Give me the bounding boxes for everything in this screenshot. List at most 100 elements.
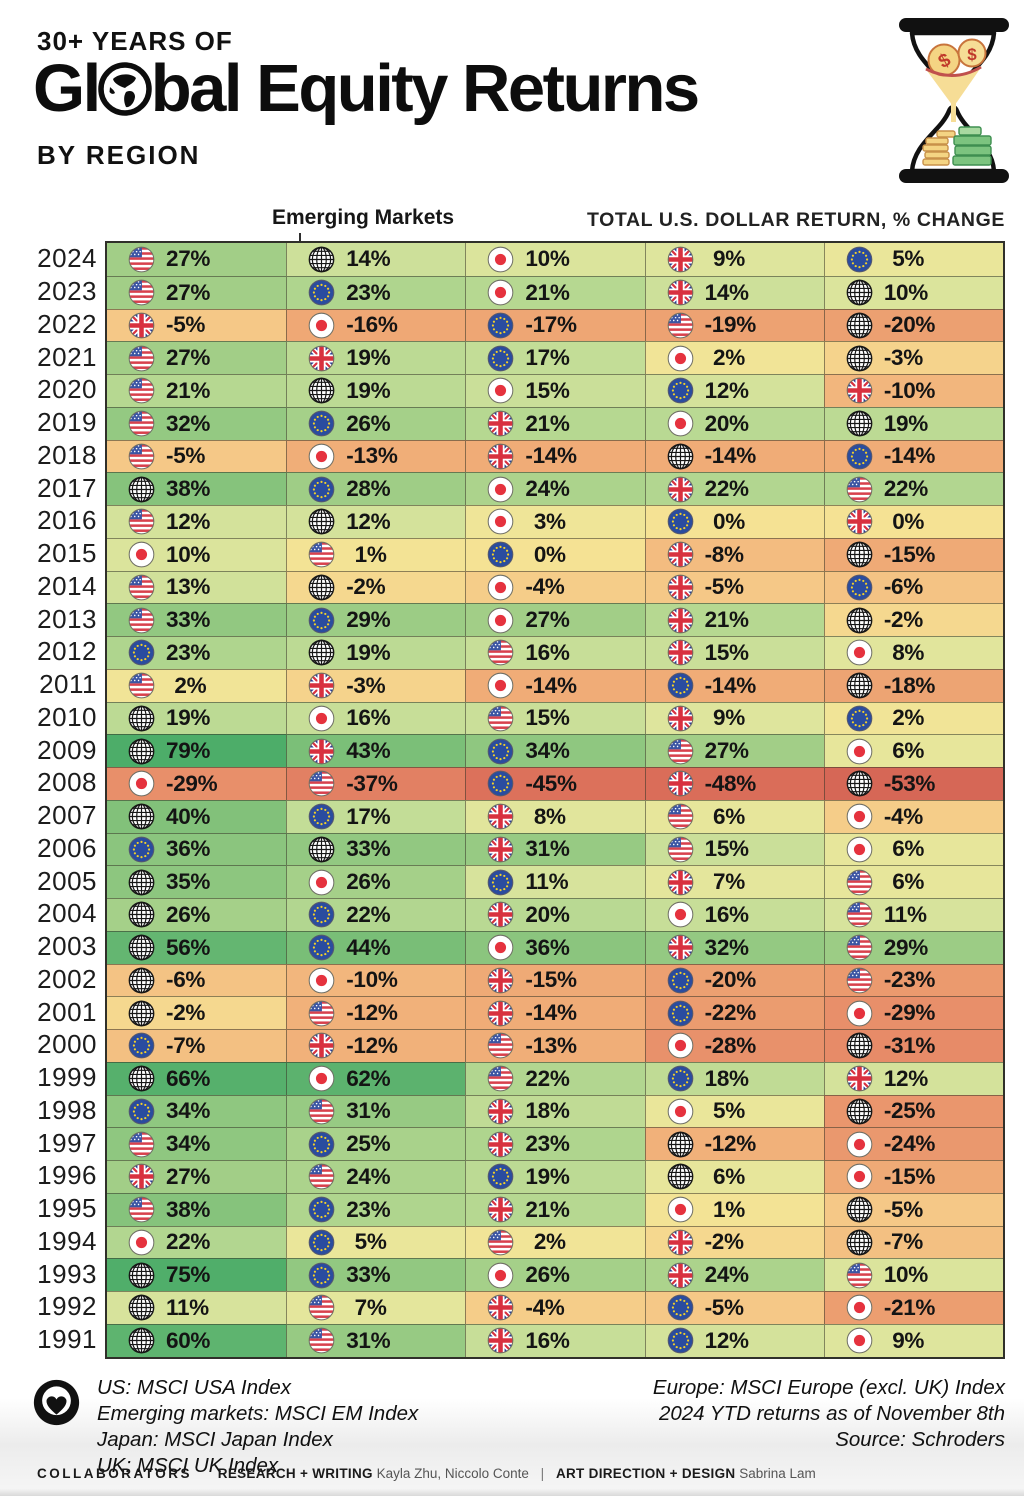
return-cell-em: -25% [823,1094,1004,1128]
return-value: -5% [166,312,206,338]
japan-flag-icon [308,1065,335,1092]
year-label: 2001 [37,996,97,1027]
return-value: 21% [525,279,570,305]
footer-background [0,1398,1024,1496]
return-value: 12% [704,377,749,403]
return-value: 31% [525,836,570,862]
us-flag-icon [128,246,155,273]
return-cell-em: 40% [107,799,287,833]
return-cell-eu: 34% [465,734,645,767]
return-cell-uk: -3% [286,668,466,702]
japan-flag-icon [667,345,694,372]
uk-flag-icon [308,345,335,372]
return-cell-em: 66% [107,1061,287,1095]
year-row: 2011 2% -3% -14% -14% -18% [39,668,1004,702]
return-value: 16% [704,901,749,927]
return-value: 12% [704,1327,749,1353]
return-cell-us: 1% [286,537,466,571]
return-value: -24% [883,1131,936,1157]
return-cell-us: 27% [107,275,287,309]
europe-flag-icon [308,934,335,961]
return-value: 23% [346,279,391,305]
europe-flag-icon [308,279,335,306]
year-label: 2018 [37,439,97,470]
return-value: 19% [346,377,391,403]
year-row: 2010 19% 16% 15% 9% 2% [37,701,1004,735]
return-cell-uk: -2% [644,1225,824,1259]
uk-flag-icon [846,1065,873,1092]
return-value: 33% [166,607,211,633]
europe-flag-icon [308,1196,335,1223]
return-cell-jp: -29% [107,767,287,800]
return-value: -19% [704,312,757,338]
uk-flag-icon [667,279,694,306]
year-label: 1998 [37,1094,97,1125]
return-cell-jp: 62% [286,1061,466,1095]
legend-line: Europe: MSCI Europe (excl. UK) Index [652,1376,1005,1399]
emerging-markets-globe-icon [667,1131,694,1158]
return-value: 24% [346,1163,391,1189]
return-cell-jp: 36% [465,930,645,964]
return-value: 21% [525,410,570,436]
return-cell-us: 29% [823,930,1004,964]
year-row: 2024 27% 14% 10% 9% 5% [37,243,1004,276]
return-value: 2% [525,1229,566,1255]
europe-flag-icon [667,377,694,404]
year-row: 2014 13% -2% -4% -5% -6% [37,570,1004,604]
collaborators-bar: COLLABORATORS RESEARCH + WRITING Kayla Z… [37,1466,816,1481]
japan-flag-icon [308,705,335,732]
return-cell-uk: -4% [465,1291,645,1324]
return-cell-us: 6% [644,799,824,833]
year-label: 2005 [37,865,97,896]
uk-flag-icon [487,1327,514,1354]
return-value: 6% [883,836,925,862]
uk-flag-icon [487,836,514,863]
return-value: 19% [346,639,391,665]
return-value: -5% [166,443,206,469]
year-row: 2017 38% 28% 24% 22% 22% [37,472,1004,505]
japan-flag-icon [667,1196,694,1223]
return-value: -14% [704,672,757,698]
year-label: 2010 [37,701,97,732]
legend-line: Source: Schroders [835,1428,1005,1451]
kicker-text: 30+ YEARS OF [37,26,233,56]
return-value: 27% [525,607,570,633]
return-value: 6% [883,869,925,895]
year-label: 2000 [37,1029,97,1060]
uk-flag-icon [487,443,514,470]
return-cell-us: 24% [286,1160,466,1193]
return-cell-eu: 44% [286,930,466,964]
uk-flag-icon [846,508,873,535]
uk-flag-icon [667,541,694,568]
japan-flag-icon [667,1098,694,1125]
return-value: -4% [525,574,565,600]
return-value: 2% [704,345,745,371]
return-value: 11% [883,901,927,927]
return-cell-us: 31% [286,1094,466,1128]
japan-flag-icon [846,1163,873,1190]
uk-flag-icon [487,803,514,830]
return-cell-em: -7% [823,1225,1004,1259]
us-flag-icon [846,967,873,994]
return-value: 22% [704,476,749,502]
return-cell-eu: 5% [286,1225,466,1259]
return-value: 75% [166,1262,211,1288]
year-row: 2022 -5% -16% -17% -19% -20% [37,308,1004,342]
return-cell-em: -12% [644,1127,824,1160]
return-value: -15% [883,1163,936,1189]
return-cell-eu: 0% [644,505,824,538]
uk-flag-icon [487,967,514,994]
legend-line: UK: MSCI UK Index [97,1454,279,1477]
uk-flag-icon [667,607,694,634]
emerging-markets-globe-icon [128,803,155,830]
return-cell-em: 19% [286,636,466,669]
return-value: -28% [704,1032,757,1058]
uk-flag-icon [487,1294,514,1321]
return-cell-eu: 29% [286,603,466,636]
uk-flag-icon [308,738,335,765]
return-cell-eu: 2% [823,701,1004,735]
year-label: 2014 [37,570,97,601]
return-value: 27% [704,738,749,764]
return-value: 31% [346,1327,391,1353]
year-row: 2002 -6% -10% -15% -20% -23% [37,963,1004,997]
